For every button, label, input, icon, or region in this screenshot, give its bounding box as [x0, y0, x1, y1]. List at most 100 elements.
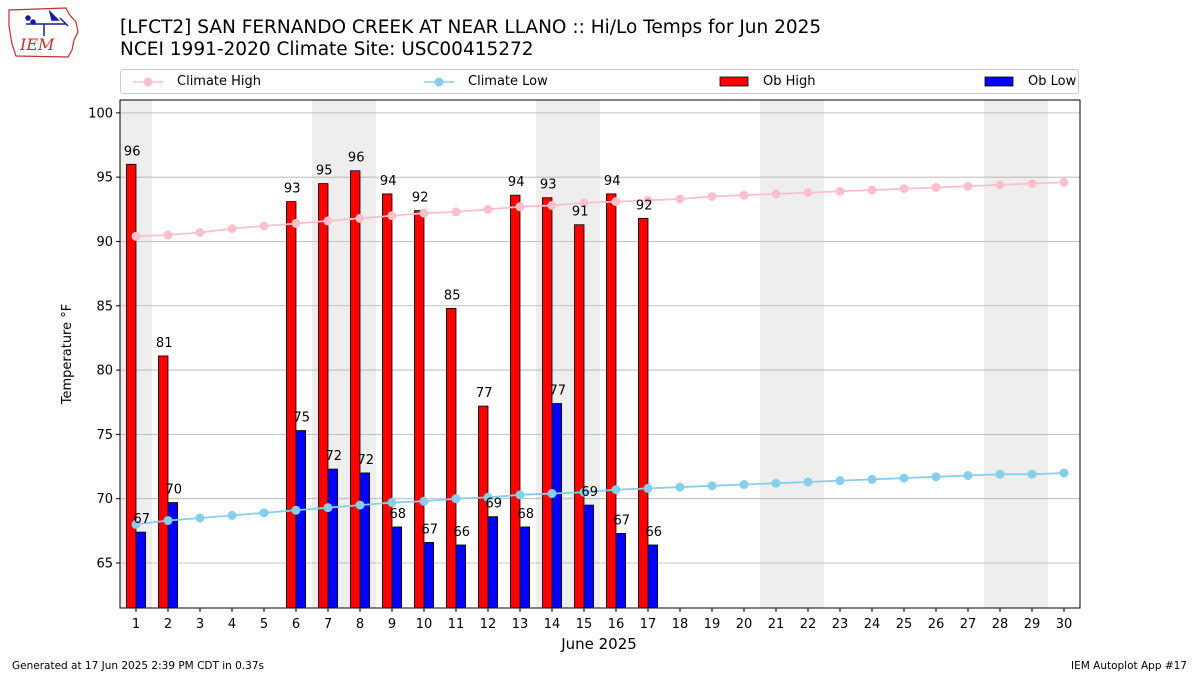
climate-high-point	[195, 227, 205, 237]
y-tick-label: 70	[96, 492, 113, 507]
climate-low-point	[675, 482, 685, 492]
data-label-ob-high: 77	[476, 386, 493, 401]
x-tick-label: 26	[928, 617, 945, 632]
y-tick-label: 85	[96, 299, 113, 314]
climate-low-point	[163, 516, 173, 526]
bar-ob-low	[295, 430, 307, 609]
x-tick-label: 10	[416, 617, 433, 632]
x-tick-label: 8	[356, 617, 364, 632]
plot-frame	[119, 99, 1081, 609]
x-tick-label: 16	[608, 617, 625, 632]
bar-ob-low	[583, 504, 595, 609]
weekend-shade	[984, 100, 1016, 608]
climate-high-point	[419, 208, 429, 218]
climate-low-point	[995, 469, 1005, 479]
climate-low-point	[611, 485, 621, 495]
data-label-ob-high: 96	[348, 151, 365, 166]
data-label-ob-high: 92	[412, 191, 429, 206]
bar-ob-low	[135, 531, 147, 609]
chart-title: [LFCT2] SAN FERNANDO CREEK AT NEAR LLANO…	[120, 17, 822, 38]
y-tick-label: 75	[96, 428, 113, 443]
x-tick-label: 13	[512, 617, 529, 632]
iem-logo: IEM	[8, 7, 79, 58]
x-tick-label: 17	[640, 617, 657, 632]
climate-high-point	[323, 216, 333, 226]
bar-ob-low	[519, 526, 531, 609]
bar-ob-low	[551, 403, 563, 609]
data-label-ob-high: 91	[572, 205, 589, 220]
bar-ob-high	[349, 170, 361, 609]
climate-high-point	[483, 204, 493, 214]
bars	[126, 163, 659, 609]
climate-low-point	[835, 476, 845, 486]
climate-high-point	[835, 186, 845, 196]
data-label-ob-low: 68	[390, 507, 407, 522]
climate-low-point	[547, 489, 557, 499]
climate-low-point	[707, 481, 717, 491]
weekend-shade	[1016, 100, 1048, 608]
data-label-ob-low: 75	[294, 411, 311, 426]
bar-ob-high	[638, 217, 649, 609]
climate-low-point	[291, 505, 301, 515]
x-tick-label: 27	[960, 617, 977, 632]
data-label-ob-low: 68	[518, 507, 535, 522]
y-axis-label: Temperature °F	[60, 304, 75, 405]
climate-low-point	[1027, 469, 1037, 479]
climate-high-point	[995, 180, 1005, 190]
climate-high-point	[707, 191, 717, 201]
bar-ob-low	[647, 544, 659, 609]
climate-high-point	[291, 218, 301, 228]
bar-ob-low	[615, 533, 627, 609]
climate-high-point	[451, 207, 461, 217]
weather-icon	[25, 9, 69, 36]
data-label-ob-high: 94	[508, 175, 525, 190]
app-credit: IEM Autoplot App #17	[1071, 660, 1187, 672]
bar-ob-high	[542, 197, 553, 609]
climate-low-point	[931, 472, 941, 482]
weekend-shade	[760, 100, 792, 608]
legend-swatch-line-icon	[424, 77, 454, 87]
data-label-ob-high: 94	[604, 174, 621, 189]
x-tick-label: 20	[736, 617, 753, 632]
climate-lines	[131, 177, 1069, 529]
x-tick-label: 4	[228, 617, 236, 632]
bar-ob-low	[423, 542, 435, 609]
bar-ob-high	[126, 163, 137, 609]
legend-label: Climate High	[177, 74, 262, 89]
climate-low-point	[579, 487, 589, 497]
legend-swatch-bar-icon	[719, 76, 749, 87]
legend-label: Climate Low	[468, 74, 548, 89]
climate-high-point	[1027, 179, 1037, 189]
legend: Climate High Climate Low Ob High Ob Low	[120, 69, 1079, 94]
climate-low-line	[135, 472, 1065, 526]
data-label-ob-low: 66	[454, 525, 471, 540]
climate-high-point	[675, 194, 685, 204]
data-label-ob-high: 93	[284, 182, 301, 197]
x-tick-label: 21	[768, 617, 785, 632]
data-label-ob-high: 94	[380, 174, 397, 189]
bar-ob-low	[455, 544, 467, 609]
data-label-ob-low: 67	[134, 512, 151, 527]
data-label-ob-low: 66	[646, 525, 663, 540]
climate-high-point	[547, 200, 557, 210]
y-tick-label: 80	[96, 364, 113, 379]
bar-ob-low	[487, 516, 499, 609]
x-tick-label: 22	[800, 617, 817, 632]
climate-low-point	[803, 477, 813, 487]
x-tick-label: 11	[448, 617, 465, 632]
x-tick-label: 23	[832, 617, 849, 632]
x-tick-label: 7	[324, 617, 332, 632]
legend-label: Ob High	[763, 74, 816, 89]
y-tick-label: 95	[96, 171, 113, 186]
x-tick-label: 12	[480, 617, 497, 632]
data-label-ob-low: 69	[486, 497, 503, 512]
climate-high-point	[515, 202, 525, 212]
climate-low-point	[771, 478, 781, 488]
climate-low-point	[739, 480, 749, 490]
climate-high-point	[1059, 177, 1069, 187]
logo-text: IEM	[19, 35, 55, 54]
climate-high-point	[643, 195, 653, 205]
data-label-ob-high: 95	[316, 164, 333, 179]
